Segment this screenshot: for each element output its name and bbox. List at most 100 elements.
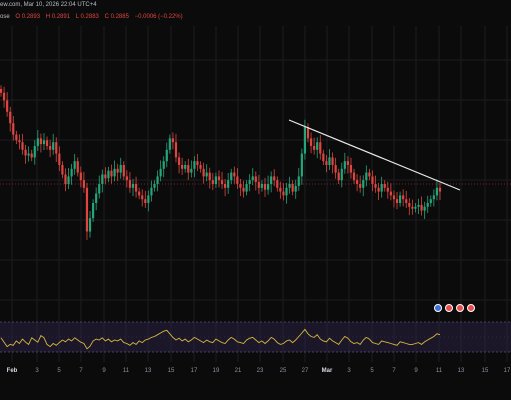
candle-body (392, 195, 396, 200)
candle-body (303, 127, 307, 154)
candle-body (174, 142, 178, 158)
candle-body (39, 138, 43, 145)
candle-body (405, 199, 408, 203)
candle-body (230, 172, 233, 181)
rsi-line (0, 328, 441, 350)
candle-body (156, 176, 159, 184)
candle-body (24, 149, 27, 156)
candle-body (325, 161, 328, 165)
candle-body (414, 206, 417, 209)
candle-body (429, 199, 432, 203)
candle-body (432, 195, 435, 200)
axis-tick-label: 13 (144, 368, 152, 374)
candle-body (386, 187, 389, 192)
axis-tick-label: 17 (503, 368, 511, 374)
candle-body (239, 184, 242, 188)
candle-body (282, 191, 285, 196)
candle-body (85, 187, 89, 232)
time-axis[interactable]: Feb 3 5 7 9 11 13 15 17 19 21 23 25 27 Mar 3 5 7 9 11 13 15 17 (0, 368, 511, 380)
candle-body (426, 203, 429, 207)
candle-body (141, 195, 144, 200)
candle-body (383, 184, 386, 188)
axis-tick-label: Mar (321, 368, 333, 374)
candle-body (435, 187, 439, 196)
candle-body (184, 165, 187, 169)
ohlc-low: L 0.2883 (75, 14, 99, 20)
candle-body (162, 161, 165, 169)
indicator-badges (434, 304, 478, 314)
candle-body (242, 187, 245, 192)
candle-body (346, 161, 350, 165)
candle-body (224, 184, 227, 188)
candle-body (73, 161, 76, 169)
event-badge-icon[interactable] (467, 304, 475, 312)
candle-body (306, 127, 310, 139)
axis-tick-label: 3 (35, 368, 39, 374)
event-badge-icon[interactable] (456, 304, 464, 312)
candle-body (273, 176, 276, 181)
event-badge-icon[interactable] (445, 304, 453, 312)
candle-body (380, 184, 383, 192)
axis-tick-label: 7 (392, 368, 396, 374)
candle-body (67, 176, 70, 184)
earnings-badge-icon[interactable] (434, 304, 442, 312)
axis-tick-label: 5 (370, 368, 374, 374)
candle-body (294, 185, 297, 192)
candle-body (356, 180, 359, 184)
candle-body (245, 184, 248, 192)
chart-header: ew.com, Mar 10, 2026 22:04 UTC+4 (0, 0, 511, 10)
candle-body (79, 172, 82, 181)
axis-tick-label: 5 (57, 368, 61, 374)
candle-body (64, 174, 67, 184)
candle-body (337, 172, 340, 181)
axis-tick-label: 13 (457, 368, 465, 374)
candle-body (322, 153, 325, 162)
candle-body (150, 187, 153, 196)
candle-body (368, 172, 371, 177)
candle-body (260, 184, 264, 188)
candle-body (131, 184, 135, 188)
candle-body (279, 187, 282, 192)
axis-tick-label: 15 (481, 368, 489, 374)
axis-tick-label: 9 (102, 368, 106, 374)
candle-body (76, 161, 79, 173)
candle-body (27, 153, 30, 156)
candle-body (395, 199, 399, 203)
axis-tick-label: 21 (234, 368, 242, 374)
axis-tick-label: 27 (301, 368, 309, 374)
candle-body (313, 146, 316, 150)
candle-body (104, 174, 107, 179)
candle-body (91, 203, 95, 219)
candle-body (187, 165, 190, 173)
candle-body (70, 168, 73, 177)
axis-tick-label: 25 (279, 368, 287, 374)
source-info: ew.com, Mar 10, 2026 22:04 UTC+4 (0, 2, 97, 8)
ohlc-open: O 0.2893 (15, 14, 41, 20)
candle-body (285, 187, 288, 196)
candle-body (6, 100, 9, 112)
candle-body (377, 187, 380, 192)
candle-body (30, 153, 33, 158)
candle-body (340, 168, 343, 181)
candle-body (300, 153, 303, 177)
axis-tick-label: 3 (347, 368, 351, 374)
candle-body (270, 176, 273, 184)
candle-body (319, 142, 322, 154)
candle-body (420, 204, 423, 211)
candle-body (417, 204, 420, 207)
candle-body (42, 140, 46, 145)
axis-tick-label: 11 (122, 368, 130, 374)
candle-body (349, 165, 353, 173)
candle-body (257, 182, 260, 188)
candle-body (119, 165, 122, 173)
ohlc-close: C 0.2885 (104, 14, 129, 20)
candle-body (165, 149, 168, 162)
candle-body (0, 89, 3, 93)
candle-body (408, 203, 411, 207)
ohlc-high: H 0.2891 (45, 14, 71, 20)
candle-body (199, 165, 202, 169)
candle-body (168, 138, 171, 150)
candle-body (227, 180, 230, 188)
